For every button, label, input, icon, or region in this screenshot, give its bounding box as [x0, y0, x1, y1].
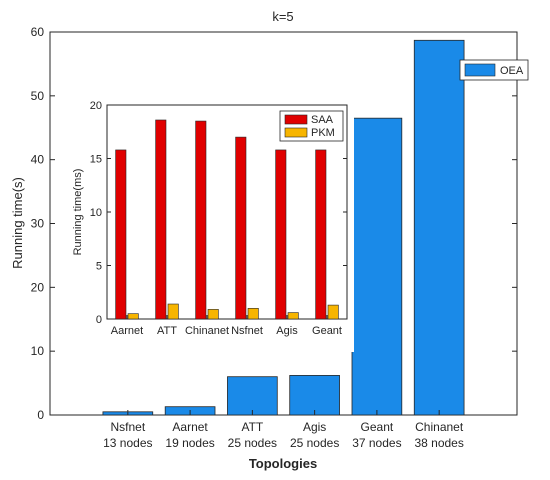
inset-x-axis: Aarnet ATT Chinanet Nsfnet Agis Geant: [111, 315, 342, 337]
main-y-tick-label: 40: [31, 153, 45, 167]
inset-bar-pkm-aarnet: [127, 313, 139, 320]
inset-legend-swatch-saa: [284, 114, 308, 125]
main-x-tick-label: Chinanet: [415, 420, 464, 434]
inset-bar-pkm-att: [167, 303, 179, 320]
main-x-tick-sublabel: 38 nodes: [414, 436, 463, 450]
inset-y-axis: 0 5 10 15 20: [90, 100, 347, 326]
inset-legend-swatch-pkm: [284, 127, 308, 138]
inset-bar-saa-chinanet: [195, 120, 207, 320]
main-y-tick-label: 10: [31, 344, 45, 358]
main-bar-chinanet: [413, 39, 465, 416]
inset-bar-pkm-geant: [327, 304, 339, 320]
main-y-tick-label: 50: [31, 89, 45, 103]
main-bar-agis: [289, 375, 340, 416]
inset-bar-saa-aarnet: [115, 149, 127, 320]
inset-y-tick-label: 20: [90, 100, 102, 112]
inset-chart: 0 5 10 15 20 Aarnet ATT Chinanet Nsfnet Agis Gean…: [64, 92, 354, 352]
inset-bar-pkm-nsfnet: [247, 307, 259, 320]
main-x-tick-sublabel: 25 nodes: [290, 436, 339, 450]
main-x-tick-label: Aarnet: [172, 420, 208, 434]
inset-bar-saa-att: [155, 119, 167, 320]
main-bar-geant: [351, 117, 403, 416]
inset-x-tick-label: Aarnet: [111, 325, 143, 337]
inset-x-tick-label: Agis: [276, 325, 298, 337]
main-x-axis: Nsfnet 13 nodes Aarnet 19 nodes ATT 25 nodes A…: [103, 410, 464, 450]
inset-y-axis-label: Running time(ms): [72, 169, 84, 256]
main-legend: OEA: [459, 59, 529, 81]
inset-y-tick-label: 5: [96, 261, 102, 273]
inset-y-tick-label: 0: [96, 314, 102, 326]
inset-x-tick-label: Nsfnet: [231, 325, 263, 337]
main-y-tick-label: 0: [37, 408, 44, 422]
main-x-tick-label: Agis: [303, 420, 326, 434]
main-x-tick-sublabel: 37 nodes: [352, 436, 401, 450]
inset-legend-label-pkm: PKM: [311, 127, 335, 139]
inset-bar-saa-nsfnet: [235, 136, 247, 320]
inset-bar-saa-agis: [275, 149, 287, 320]
main-y-tick-label: 30: [31, 217, 45, 231]
x-axis-label: Topologies: [249, 456, 317, 471]
inset-x-tick-label: Chinanet: [185, 325, 229, 337]
y-axis-label: Running time(s): [10, 177, 25, 269]
chart-title: k=5: [272, 9, 293, 24]
inset-legend: SAA PKM: [279, 110, 344, 142]
main-x-tick-sublabel: 13 nodes: [103, 436, 152, 450]
inset-bar-saa-geant: [315, 149, 327, 320]
inset-bar-pkm-chinanet: [207, 309, 219, 320]
inset-x-tick-label: ATT: [157, 325, 177, 337]
inset-bar-pkm-agis: [287, 312, 299, 320]
inset-y-tick-label: 15: [90, 154, 102, 166]
main-x-tick-label: Nsfnet: [110, 420, 145, 434]
main-x-tick-sublabel: 19 nodes: [165, 436, 214, 450]
main-legend-swatch-oea: [464, 63, 496, 77]
inset-legend-label-saa: SAA: [311, 114, 334, 126]
inset-y-tick-label: 10: [90, 207, 102, 219]
main-x-tick-label: ATT: [241, 420, 263, 434]
main-x-tick-sublabel: 25 nodes: [228, 436, 277, 450]
main-bar-att: [227, 376, 278, 416]
inset-bars: [115, 119, 339, 320]
main-legend-label-oea: OEA: [500, 65, 524, 77]
main-y-tick-label: 20: [31, 280, 45, 294]
main-x-tick-label: Geant: [361, 420, 394, 434]
main-y-tick-label: 60: [31, 25, 45, 39]
inset-x-tick-label: Geant: [312, 325, 342, 337]
